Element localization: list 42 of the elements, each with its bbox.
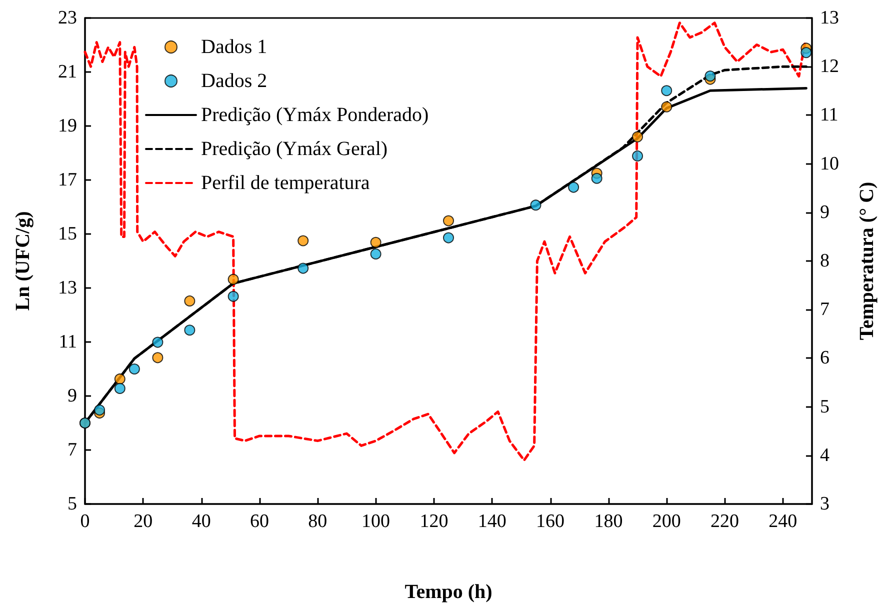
y2-tick-label: 3 [820, 494, 830, 514]
x-tick-label: 220 [710, 511, 740, 532]
y-tick-label: 13 [58, 278, 77, 298]
y-tick-label: 15 [58, 224, 77, 244]
y2-tick-label: 13 [820, 8, 839, 28]
y-tick-label: 21 [58, 62, 77, 82]
x-tick-label: 0 [80, 511, 90, 532]
y2-tick-label: 4 [820, 444, 830, 466]
legend-label: Predição (Ymáx Ponderado) [201, 104, 429, 126]
legend-label: Dados 2 [201, 70, 268, 92]
x-tick-label: 140 [478, 511, 506, 532]
y-tick-label: 19 [58, 116, 77, 136]
y2-tick-label: 10 [820, 153, 839, 174]
x-tick-label: 180 [594, 511, 623, 532]
y2-tick-label: 5 [820, 396, 830, 418]
x-tick-label: 100 [362, 511, 390, 532]
y-axis-title: Ln (UFC/g) [12, 211, 34, 311]
x-tick-label: 160 [536, 511, 565, 532]
x-tick-label: 120 [420, 511, 448, 532]
y-tick-label: 9 [68, 386, 77, 406]
y2-tick-label: 6 [820, 348, 830, 369]
x-tick-label: 200 [652, 511, 681, 532]
y2-tick-label: 8 [820, 250, 830, 272]
y2-tick-label: 7 [820, 299, 830, 320]
y2-tick-label: 11 [820, 104, 838, 126]
y2-tick-label: 12 [820, 56, 839, 78]
legend-label: Dados 1 [201, 36, 268, 58]
y-tick-label: 11 [58, 332, 77, 352]
x-axis-title: Tempo (h) [404, 581, 492, 603]
x-tick-label: 40 [192, 511, 211, 532]
y2-tick-label: 9 [820, 202, 830, 223]
legend-label: Perfil de temperatura [201, 172, 370, 194]
x-tick-label: 240 [768, 511, 798, 532]
y-tick-label: 5 [68, 494, 77, 514]
x-tick-label: 60 [250, 511, 269, 532]
x-tick-label: 20 [134, 511, 153, 532]
y-tick-label: 7 [68, 440, 77, 460]
y2-axis-title: Temperatura (° C) [856, 182, 878, 340]
y-tick-label: 17 [58, 170, 77, 190]
x-tick-label: 80 [308, 511, 328, 532]
y-tick-label: 23 [58, 8, 77, 28]
legend-label: Predição (Ymáx Geral) [201, 138, 388, 160]
